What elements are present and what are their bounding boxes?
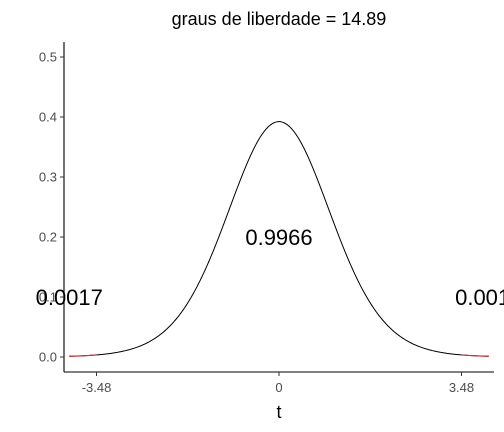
y-tick-label: 0.0 <box>39 350 57 365</box>
x-axis-ticks: -3.48 0 3.48 <box>82 372 474 395</box>
chart-title: graus de liberdade = 14.89 <box>172 9 387 29</box>
x-tick-label: 0 <box>275 380 282 395</box>
y-tick-label: 0.4 <box>39 110 57 125</box>
probability-label: 0.0017 <box>36 285 103 310</box>
y-tick-label: 0.1 <box>39 290 57 305</box>
y-tick-label: 0.2 <box>39 230 57 245</box>
x-tick-label: 3.48 <box>449 380 474 395</box>
probability-label: 0.0017 <box>455 285 504 310</box>
annotations: 0.0017 0.9966 0.0017 <box>36 225 504 310</box>
probability-label: 0.9966 <box>245 225 312 250</box>
left-tail-region <box>69 354 97 357</box>
y-tick-label: 0.5 <box>39 50 57 65</box>
curve-layer <box>69 121 489 357</box>
x-tick-label: -3.48 <box>82 380 112 395</box>
density-curve <box>69 121 489 357</box>
y-axis-ticks: 0.0 0.1 0.2 0.3 0.4 0.5 <box>39 50 64 365</box>
y-tick-label: 0.3 <box>39 170 57 185</box>
x-axis-title: t <box>276 402 281 422</box>
right-tail-region <box>461 354 489 357</box>
